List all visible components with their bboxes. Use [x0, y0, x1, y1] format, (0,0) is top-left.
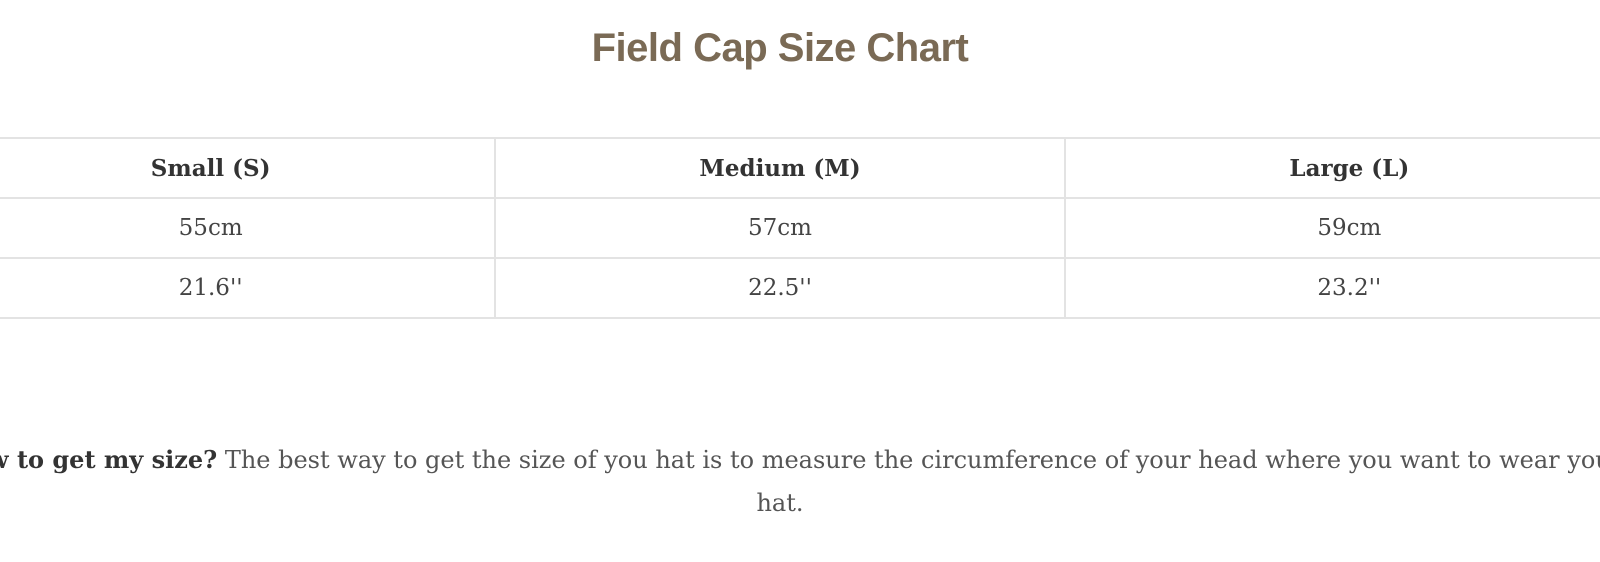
size-help-text: How to get my size? The best way to get …	[0, 438, 1600, 525]
header-large: Large (L)	[1063, 137, 1600, 199]
cell-large-inch: 23.2''	[1063, 257, 1600, 319]
page-title: Field Cap Size Chart	[591, 26, 969, 70]
cell-small-cm: 55cm	[0, 197, 497, 259]
cell-medium-inch: 22.5''	[494, 257, 1066, 319]
table-row: 55cm 57cm 59cm	[0, 197, 1600, 259]
help-question: How to get my size?	[0, 445, 218, 474]
help-answer: The best way to get the size of you hat …	[217, 446, 1600, 517]
table-header-row: Small (S) Medium (M) Large (L)	[0, 137, 1600, 199]
cell-medium-cm: 57cm	[494, 197, 1066, 259]
table-row: 21.6'' 22.5'' 23.2''	[0, 257, 1600, 319]
header-medium: Medium (M)	[494, 137, 1066, 199]
size-table: Small (S) Medium (M) Large (L) 55cm 57cm…	[0, 137, 1600, 319]
cell-small-inch: 21.6''	[0, 257, 497, 319]
header-small: Small (S)	[0, 137, 497, 199]
cell-large-cm: 59cm	[1063, 197, 1600, 259]
